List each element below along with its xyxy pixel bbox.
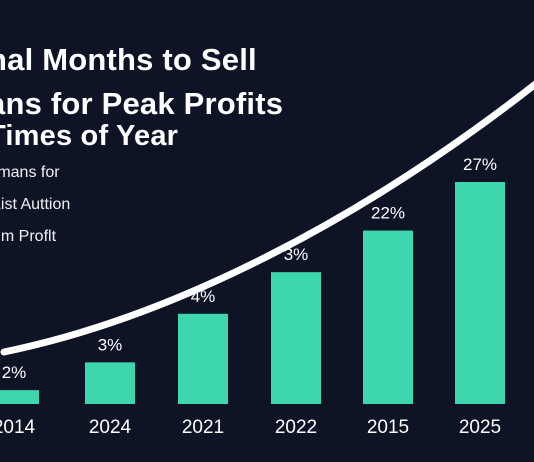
data-label-2024: 3% xyxy=(98,335,123,354)
chart-title-line-3: Times of Year xyxy=(0,120,179,152)
bar-2022 xyxy=(271,272,321,404)
bar-2021 xyxy=(178,313,228,404)
subtitle-line-3: um Proflt xyxy=(0,228,57,245)
bars-layer xyxy=(0,182,505,404)
bar-2024 xyxy=(85,362,135,404)
x-tick-2025: 2025 xyxy=(459,417,501,438)
data-label-2014: 2% xyxy=(2,363,27,382)
x-tick-2024: 2024 xyxy=(89,417,132,438)
x-tick-labels-layer: 2014 2024 2021 2022 2015 2025 xyxy=(0,417,501,438)
bar-2025 xyxy=(455,182,505,404)
data-label-2021: 4% xyxy=(191,287,216,306)
bar-2015 xyxy=(363,230,413,404)
data-label-2015: 22% xyxy=(371,204,405,223)
x-tick-2021: 2021 xyxy=(182,417,224,438)
x-tick-2015: 2015 xyxy=(367,417,409,438)
data-labels-layer: 2% 3% 4% 3% 22% 27% xyxy=(2,155,497,382)
chart-title-line-2: ans for Peak Profits xyxy=(0,86,284,121)
x-tick-2014: 2014 xyxy=(0,417,36,438)
x-tick-2022: 2022 xyxy=(275,417,317,438)
trend-curve xyxy=(0,80,534,356)
subtitle-line-2: List Auttion xyxy=(0,196,71,213)
data-label-2022: 3% xyxy=(284,245,309,264)
data-label-2025: 27% xyxy=(463,155,497,174)
chart-title-line-1: nal Months to Sell xyxy=(0,42,257,77)
bar-2014 xyxy=(0,390,39,404)
